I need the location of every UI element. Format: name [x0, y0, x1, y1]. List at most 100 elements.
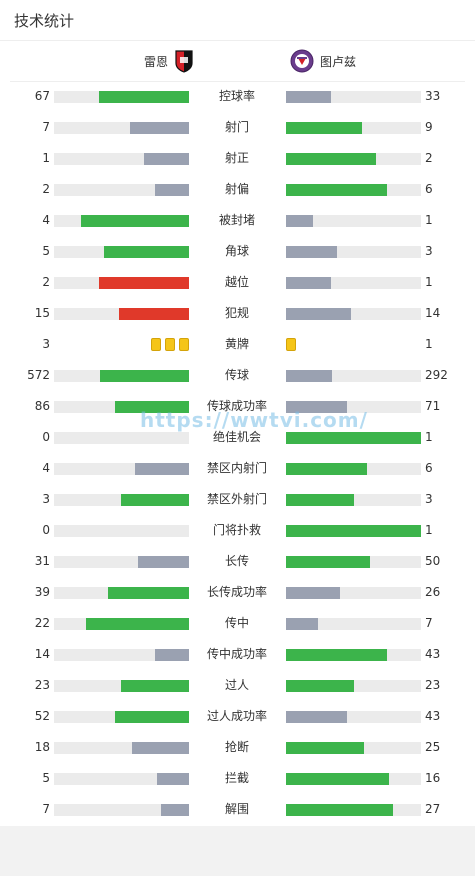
stat-row: 0 门将扑救 1: [0, 515, 475, 546]
watermark: https://wwtvi.com/: [140, 408, 368, 432]
stat-label: 禁区内射门: [206, 461, 267, 475]
away-bar-track: [286, 587, 421, 599]
yellow-card-icon: [286, 338, 296, 351]
away-bar: [286, 525, 421, 537]
away-bar-track: [286, 122, 421, 134]
away-value: 50: [425, 554, 441, 568]
stat-row: 52 过人成功率 43: [0, 701, 475, 732]
stat-row: 3 禁区外射门 3: [0, 484, 475, 515]
home-bar: [132, 742, 189, 754]
home-bar: [81, 215, 189, 227]
stat-label: 过人成功率: [206, 709, 267, 723]
home-bar: [115, 711, 189, 723]
stat-label: 门将扑救: [212, 523, 261, 537]
away-value: 26: [425, 585, 441, 599]
home-value: 39: [34, 585, 50, 599]
home-value: 4: [42, 461, 50, 475]
away-bar: [286, 711, 347, 723]
away-bar: [286, 742, 364, 754]
home-yellow-cards: [151, 338, 189, 351]
away-value: 43: [425, 647, 441, 661]
stat-label: 黄牌: [224, 337, 249, 351]
away-bar-track: [286, 556, 421, 568]
away-bar: [286, 587, 340, 599]
stat-label: 长传: [224, 554, 249, 568]
away-value: 25: [425, 740, 441, 754]
away-bar-track: [286, 432, 421, 444]
home-bar-track: [54, 587, 189, 599]
away-value: 27: [425, 802, 441, 816]
away-bar-track: [286, 308, 421, 320]
away-bar-track: [286, 153, 421, 165]
away-value: 6: [425, 461, 433, 475]
home-bar-track: [54, 618, 189, 630]
stat-label: 传球: [224, 368, 249, 382]
away-bar: [286, 184, 387, 196]
away-bar-track: [286, 246, 421, 258]
stat-row: 1 射正 2: [0, 143, 475, 174]
away-bar: [286, 556, 370, 568]
home-bar-track: [54, 277, 189, 289]
home-bar: [99, 277, 189, 289]
home-bar-track: [54, 91, 189, 103]
stat-label: 传中成功率: [206, 647, 267, 661]
home-value: 23: [34, 678, 50, 692]
away-bar: [286, 215, 313, 227]
stat-label: 传中: [224, 616, 249, 630]
away-bar: [286, 370, 332, 382]
stat-row: 3 黄牌 1: [0, 329, 475, 360]
away-value: 3: [425, 492, 433, 506]
home-bar-track: [54, 215, 189, 227]
stat-label: 控球率: [218, 89, 255, 103]
home-bar-track: [54, 494, 189, 506]
away-bar: [286, 680, 354, 692]
away-value: 33: [425, 89, 441, 103]
home-value: 86: [34, 399, 50, 413]
stat-row: 572 传球 292: [0, 360, 475, 391]
home-bar-track: [54, 556, 189, 568]
home-value: 3: [42, 492, 50, 506]
home-bar: [144, 153, 189, 165]
stat-row: 7 解围 27: [0, 794, 475, 825]
away-bar-track: [286, 215, 421, 227]
home-bar-track: [54, 184, 189, 196]
away-bar: [286, 122, 362, 134]
away-bar: [286, 246, 337, 258]
away-value: 1: [425, 523, 433, 537]
home-value: 3: [42, 337, 50, 351]
away-value: 292: [425, 368, 448, 382]
away-value: 2: [425, 151, 433, 165]
home-team-name: 雷恩: [144, 54, 169, 69]
away-value: 23: [425, 678, 441, 692]
stat-row: 4 被封堵 1: [0, 205, 475, 236]
away-bar-track: [286, 680, 421, 692]
away-bar-track: [286, 277, 421, 289]
yellow-card-icon: [165, 338, 175, 351]
stat-row: 39 长传成功率 26: [0, 577, 475, 608]
home-value: 5: [42, 244, 50, 258]
home-value: 15: [34, 306, 50, 320]
stat-label: 过人: [224, 678, 249, 692]
home-bar: [161, 804, 189, 816]
yellow-card-icon: [151, 338, 161, 351]
home-value: 18: [34, 740, 50, 754]
home-bar-track: [54, 463, 189, 475]
away-bar: [286, 618, 318, 630]
away-bar: [286, 91, 331, 103]
home-bar: [100, 370, 189, 382]
away-bar: [286, 277, 331, 289]
stat-row: 0 绝佳机会 1: [0, 422, 475, 453]
home-bar-track: [54, 401, 189, 413]
away-team[interactable]: 图卢兹: [290, 41, 362, 81]
away-value: 9: [425, 120, 433, 134]
away-value: 6: [425, 182, 433, 196]
home-team[interactable]: 雷恩: [138, 41, 194, 81]
home-bar-track: [54, 649, 189, 661]
away-team-name: 图卢兹: [320, 54, 357, 69]
page-title: 技术统计: [14, 12, 75, 30]
stat-row: 5 角球 3: [0, 236, 475, 267]
away-bar: [286, 649, 387, 661]
stat-label: 角球: [224, 244, 249, 258]
away-bar-track: [286, 711, 421, 723]
home-team-logo-icon: [175, 50, 193, 73]
